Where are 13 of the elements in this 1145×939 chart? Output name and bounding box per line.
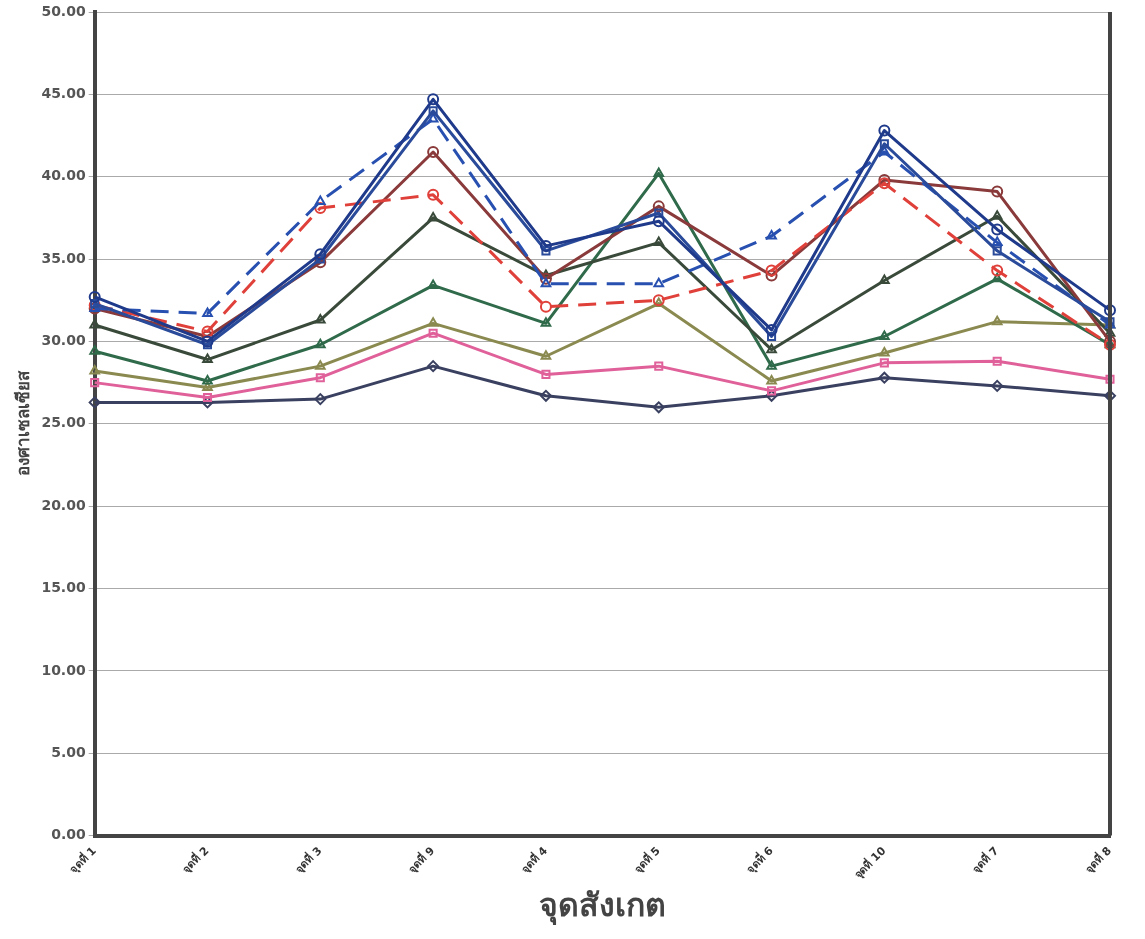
y-tick-label: 0.00 [51,826,86,843]
y-tick-label: 35.00 [41,249,86,266]
y-tick-label: 50.00 [41,2,86,19]
y-tick-label: 10.00 [41,661,86,678]
y-tick-label: 5.00 [51,743,86,760]
x-axis-title: จุดสังเกต [538,886,666,927]
y-tick-label: 45.00 [41,85,86,101]
y-tick-label: 20.00 [41,496,86,513]
y-tick-label: 30.00 [41,332,86,349]
y-tick-label: 15.00 [41,579,86,596]
y-tick-label: 40.00 [41,167,86,184]
y-tick-label: 25.00 [41,414,86,431]
y-axis-title: องศาเซลเซียส [12,370,33,477]
